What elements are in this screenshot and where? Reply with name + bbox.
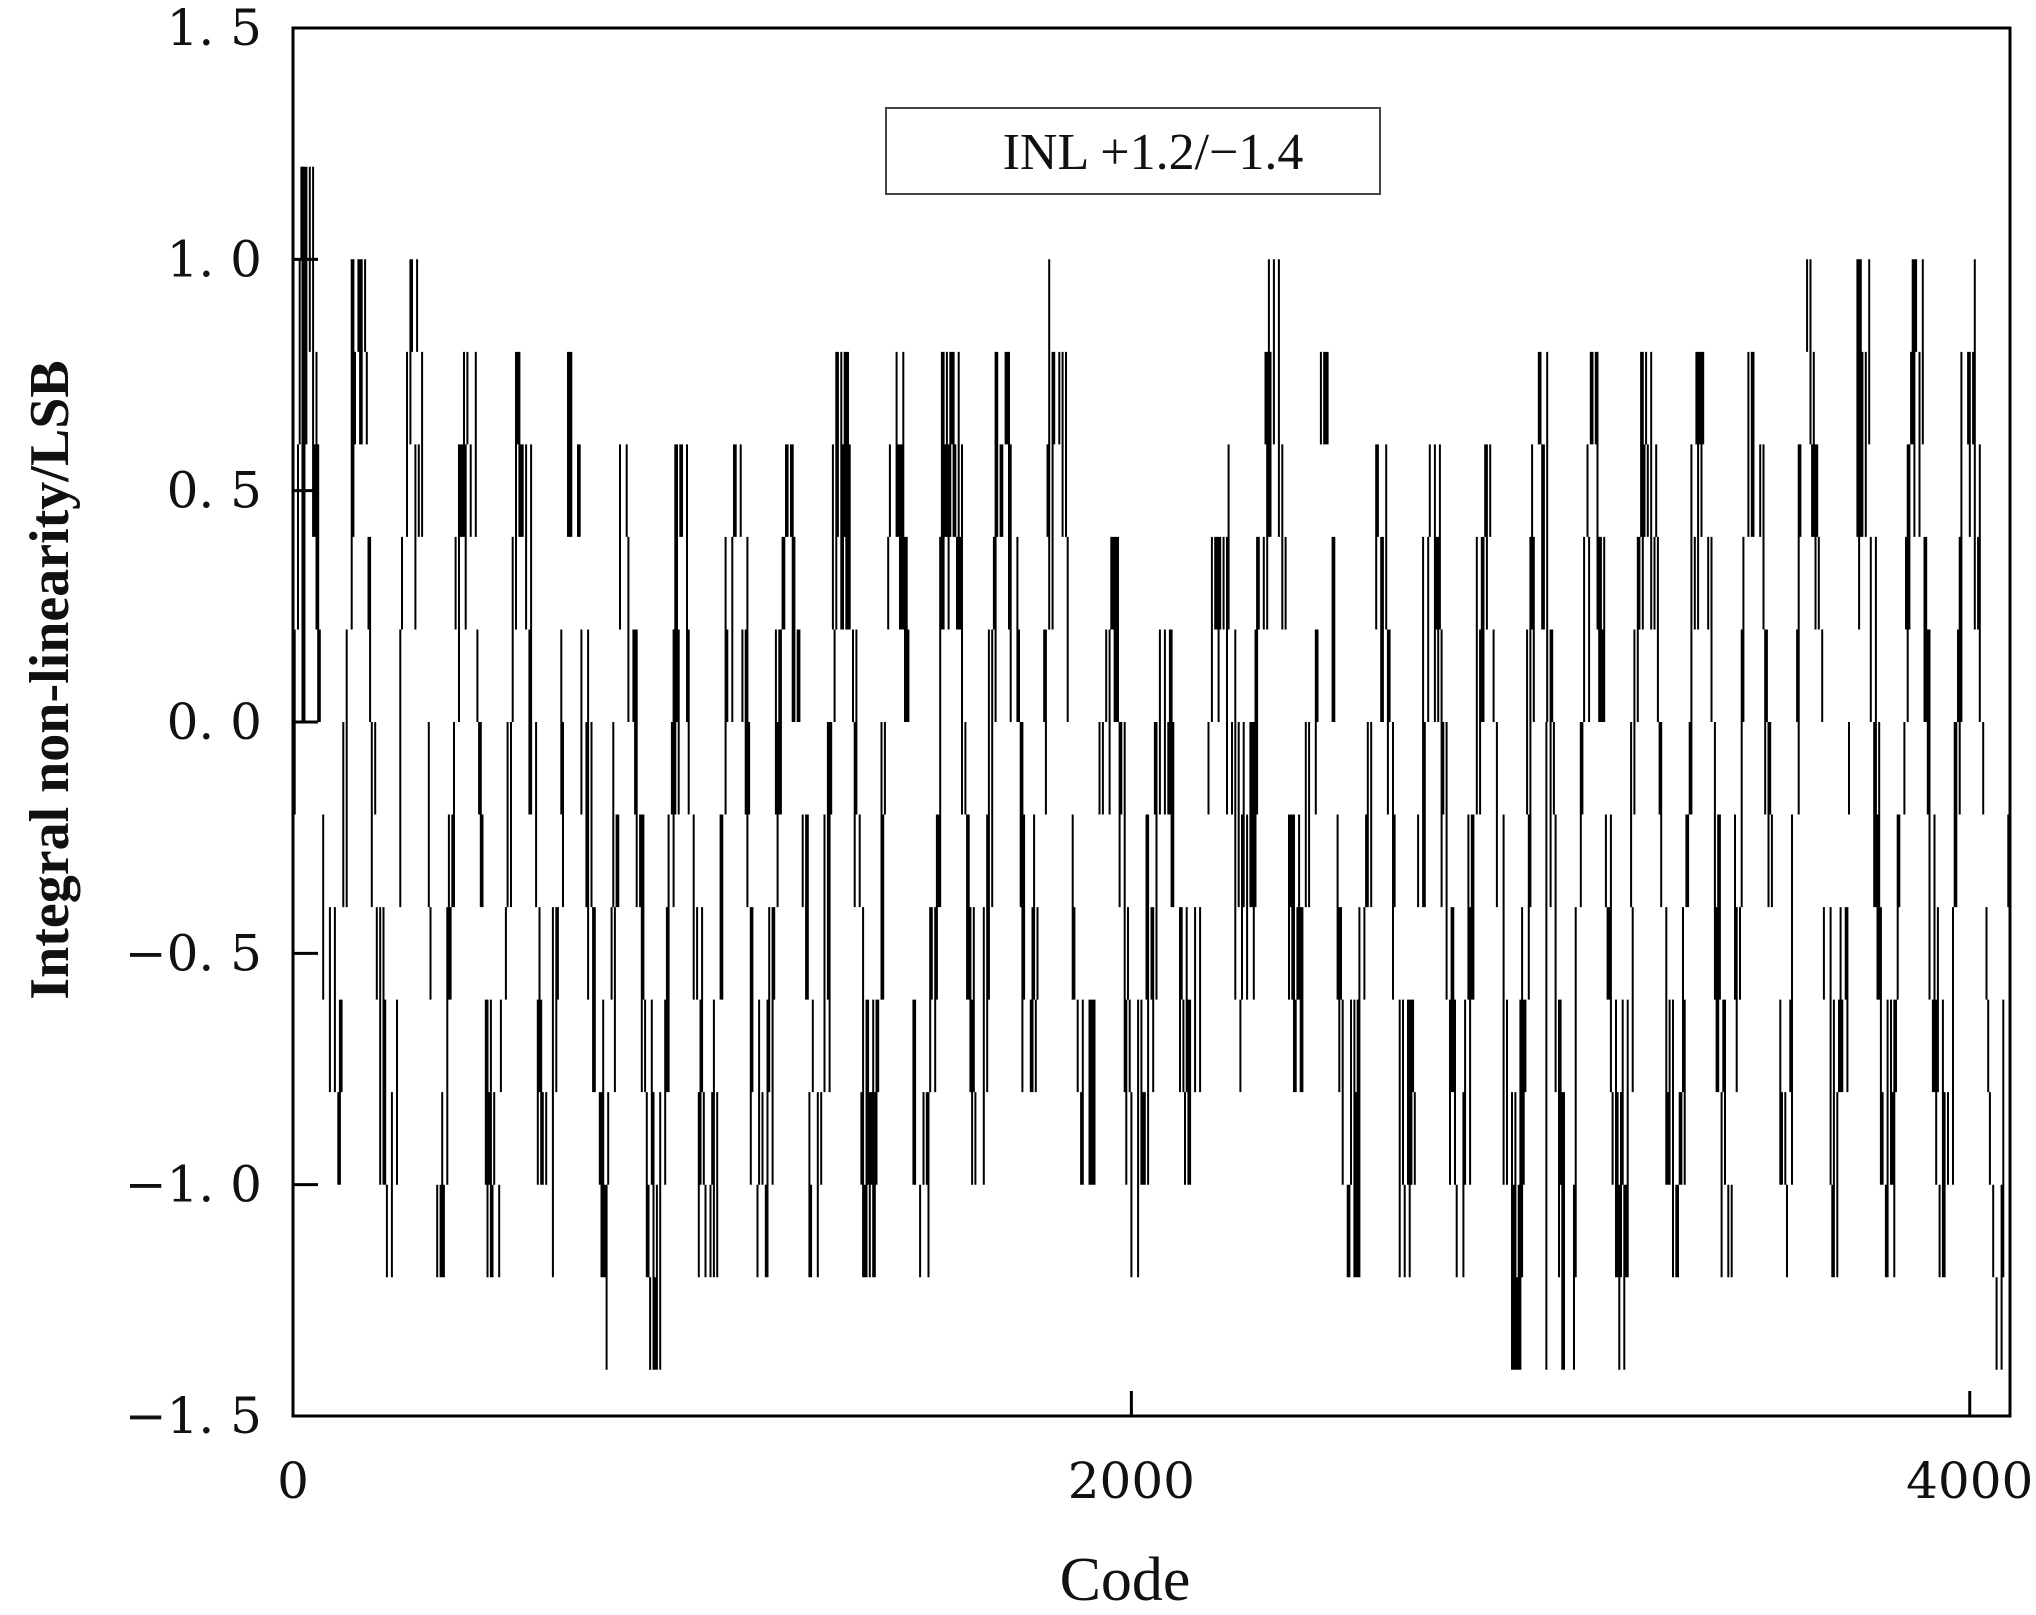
tick-labels: 1. 5 1. 0 0. 5 0. 0 −0. 5 −1. 0 −1. 5 0 2000 4000: [125, 0, 2034, 1510]
plot-frame: [291, 26, 2012, 1418]
y-tick-label: 1. 0: [167, 230, 262, 288]
inl-series: [292, 166, 2010, 1370]
y-tick-label: −1. 5: [125, 1387, 262, 1445]
y-tick-label: −1. 0: [125, 1156, 262, 1214]
inl-annotation: INL +1.2/−1.4: [1003, 124, 1304, 181]
axis-ticks: [291, 26, 1972, 1418]
y-tick-label: 1. 5: [167, 0, 262, 57]
legend-frame: [885, 107, 1381, 195]
y-tick-label: −0. 5: [125, 924, 262, 982]
inl-trace: [292, 166, 2010, 1370]
legend-box: INL +1.2/−1.4: [885, 107, 1381, 195]
x-tick-label: 0: [277, 1452, 309, 1510]
y-tick-label: 0. 5: [167, 462, 262, 520]
x-axis-title: Code: [1060, 1546, 1191, 1614]
x-tick-label: 4000: [1906, 1452, 2033, 1510]
y-tick-label: 0. 0: [167, 693, 262, 751]
x-tick-label: 2000: [1068, 1452, 1195, 1510]
y-axis-title: Integral non-linearity/LSB: [19, 360, 81, 999]
